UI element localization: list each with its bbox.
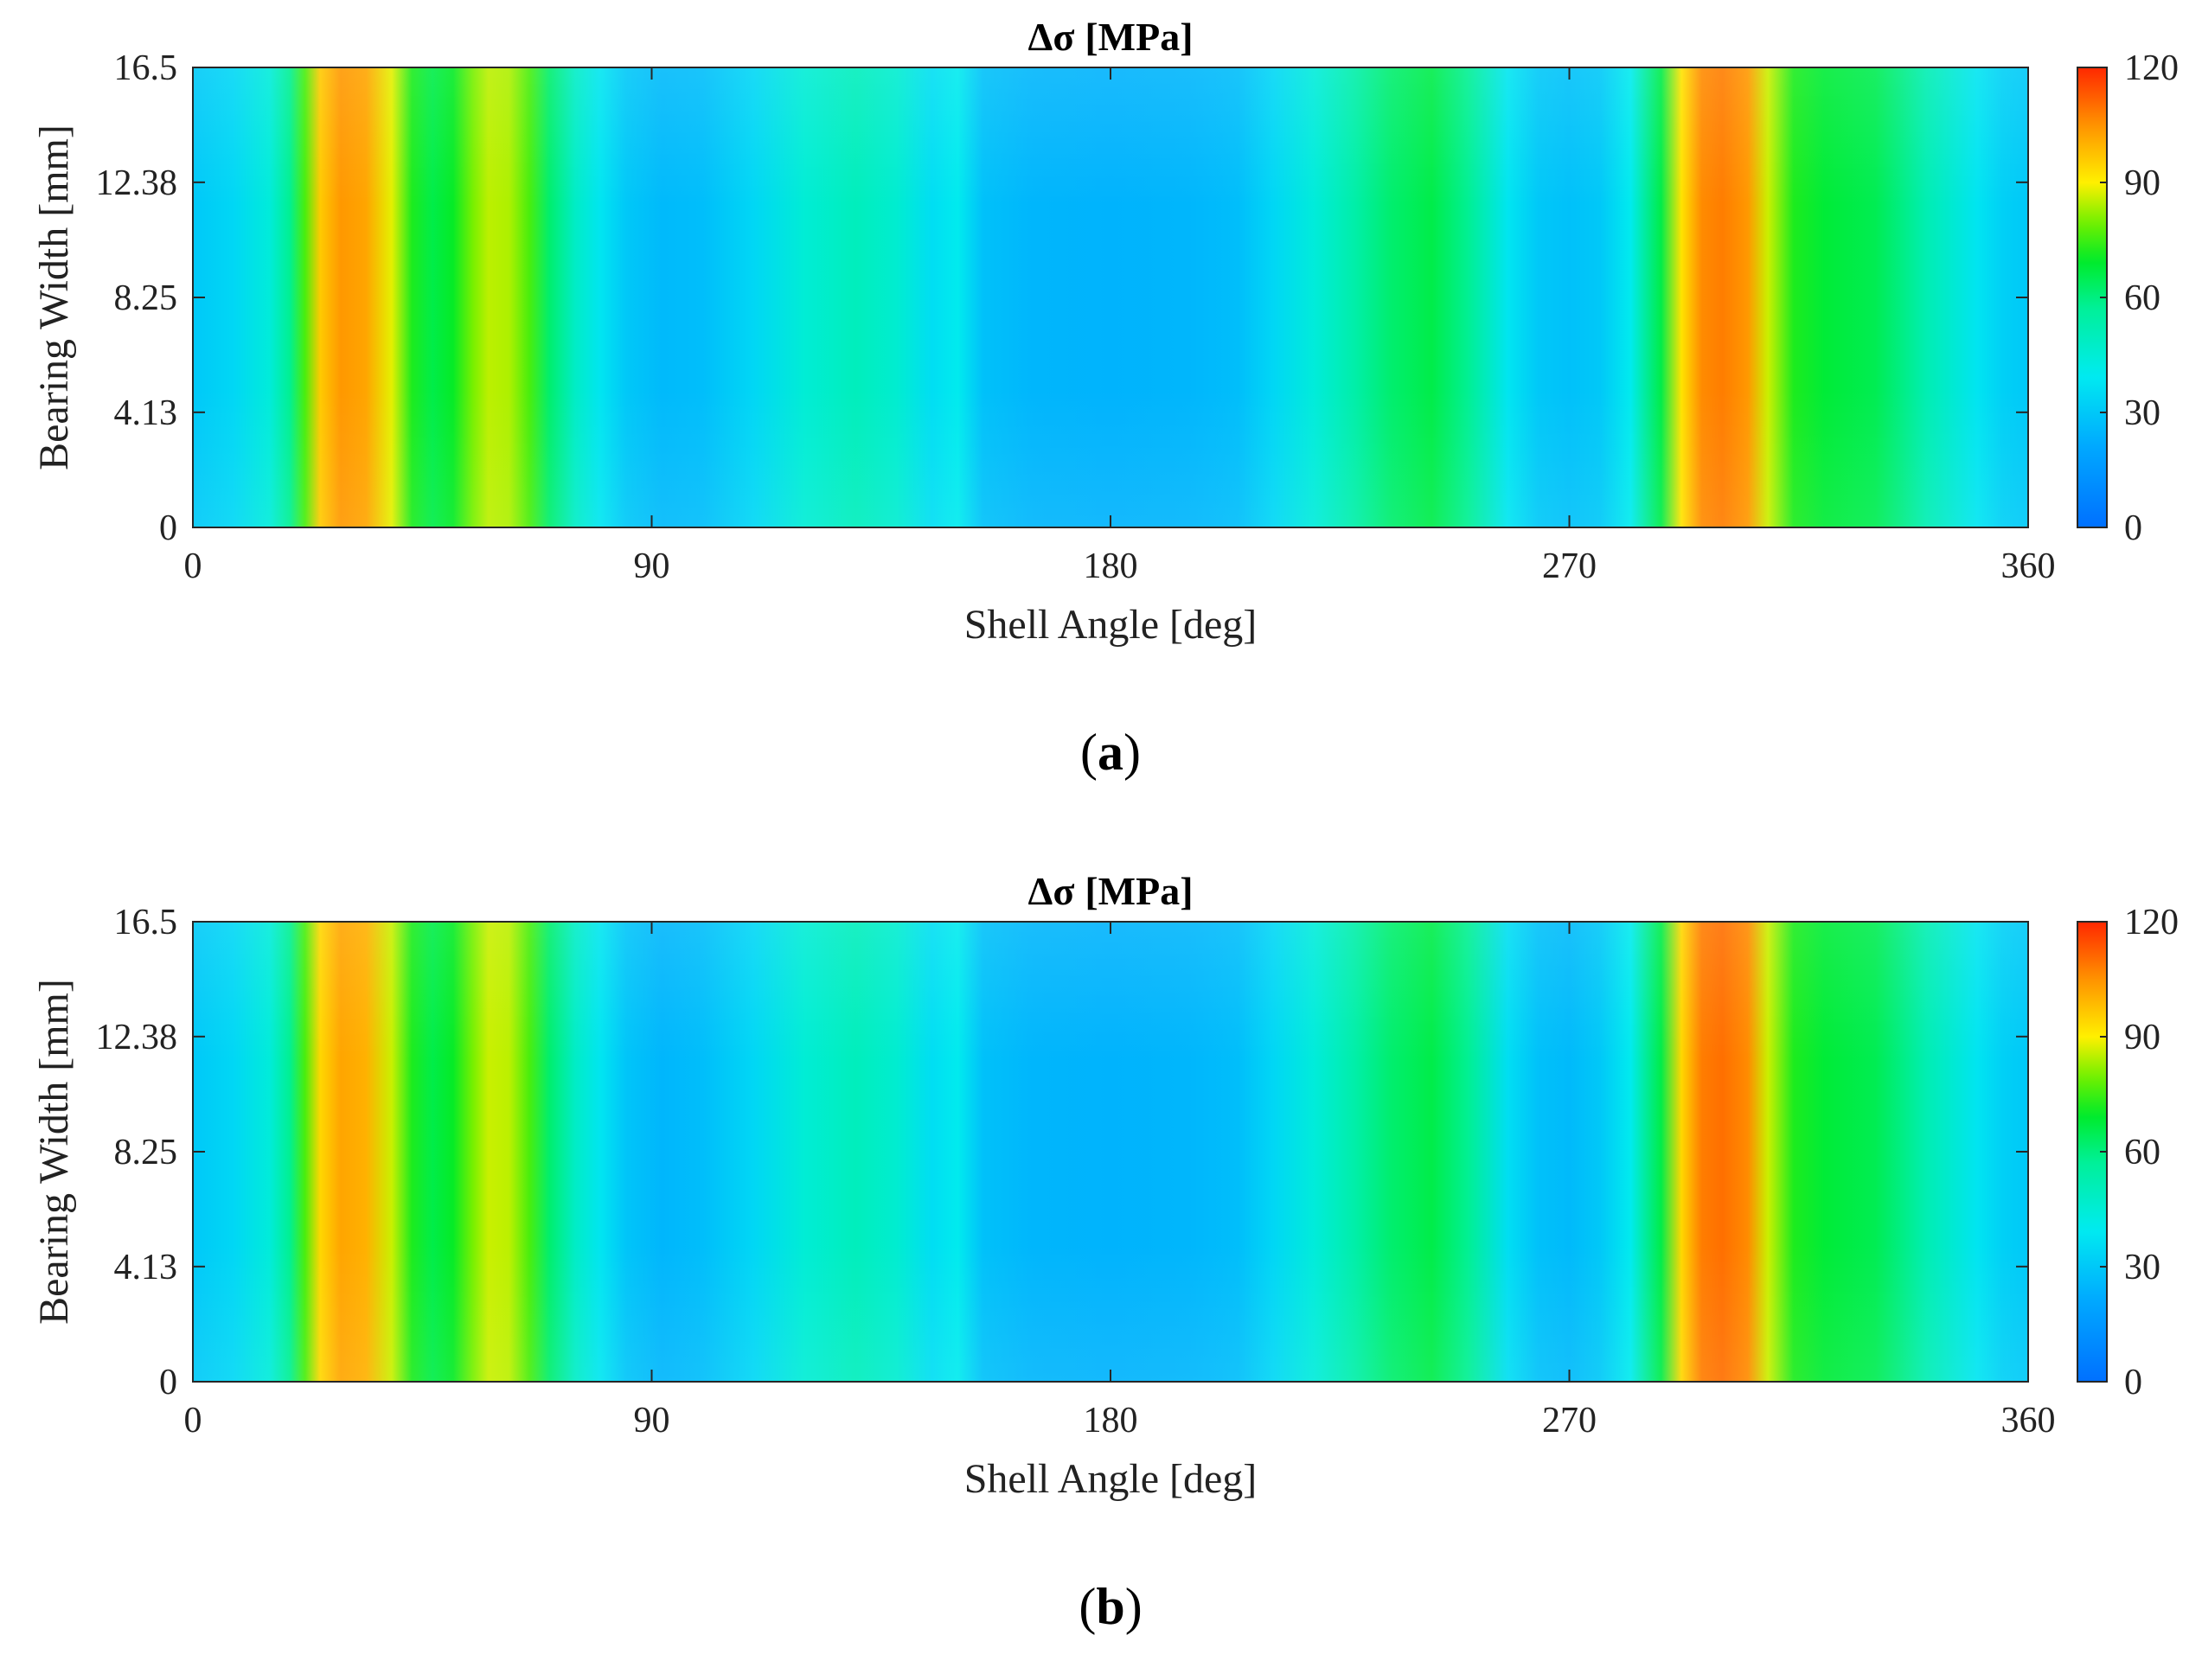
colorbar-tick-label: 30 [2124, 393, 2160, 433]
x-tick-label: 180 [1084, 546, 1138, 586]
y-tick-label: 4.13 [114, 1248, 178, 1287]
x-tick-label: 270 [1542, 546, 1597, 586]
x-tick-label: 360 [2001, 1401, 2056, 1440]
chart-title-unit: [MPa] [1085, 15, 1193, 59]
y-tick-label: 4.13 [114, 393, 178, 433]
x-tick-label: 270 [1542, 1401, 1597, 1440]
chart-title: Δσ [MPa] [1027, 869, 1193, 913]
y-tick-label: 16.5 [114, 48, 178, 88]
x-tick-label: 180 [1084, 1401, 1138, 1440]
panel-label: (b) [1079, 1578, 1142, 1635]
y-tick-label: 16.5 [114, 903, 178, 942]
heatmap-chart-b: 0 90 180 270 360 0 4.13 8.25 12.38 16.5 Shell Angl… [31, 869, 2179, 1635]
y-tick-label: 0 [159, 1363, 177, 1402]
y-tick-label: 0 [159, 508, 177, 548]
colorbar-tick-label: 60 [2124, 1133, 2160, 1172]
colorbar-tick-label: 120 [2124, 48, 2179, 88]
x-tick-label: 0 [184, 1401, 202, 1440]
chart-title-symbol: Δσ [1027, 15, 1074, 59]
chart-title-unit: [MPa] [1085, 869, 1193, 913]
panel-letter: a [1098, 724, 1123, 781]
colorbar-tick-label: 60 [2124, 278, 2160, 318]
colorbar-tick-label: 120 [2124, 903, 2179, 942]
x-tick-label: 360 [2001, 546, 2056, 586]
panel-a: 0 90 180 270 360 0 4.13 8.25 12.38 16.5 Shell Angl… [0, 0, 2202, 826]
heatmap-shading [193, 922, 2028, 1382]
colorbar-tick-label: 30 [2124, 1248, 2160, 1287]
chart-title-symbol: Δσ [1027, 869, 1074, 913]
colorbar-tick-label: 0 [2124, 508, 2142, 548]
x-axis-label: Shell Angle [deg] [964, 1456, 1258, 1502]
x-axis-label: Shell Angle [deg] [964, 602, 1258, 648]
chart-title: Δσ [MPa] [1027, 15, 1193, 59]
x-tick-label: 0 [184, 546, 202, 586]
heatmap-chart-a: 0 90 180 270 360 0 4.13 8.25 12.38 16.5 Shell Angl… [31, 15, 2179, 781]
y-axis-label: Bearing Width [mm] [31, 125, 77, 470]
x-tick-label: 90 [634, 546, 670, 586]
colorbar-tick-label: 0 [2124, 1363, 2142, 1402]
y-tick-label: 8.25 [114, 278, 178, 318]
y-axis-label: Bearing Width [mm] [31, 979, 77, 1325]
panel-letter: b [1096, 1578, 1124, 1635]
heatmap-shading [193, 67, 2028, 527]
panel-label: (a) [1080, 724, 1141, 781]
y-tick-label: 12.38 [96, 1018, 178, 1057]
x-tick-label: 90 [634, 1401, 670, 1440]
panel-b: 0 90 180 270 360 0 4.13 8.25 12.38 16.5 Shell Angl… [0, 854, 2202, 1680]
colorbar-tick-label: 90 [2124, 1018, 2160, 1057]
y-tick-label: 8.25 [114, 1133, 178, 1172]
colorbar-tick-label: 90 [2124, 163, 2160, 203]
y-tick-label: 12.38 [96, 163, 178, 203]
